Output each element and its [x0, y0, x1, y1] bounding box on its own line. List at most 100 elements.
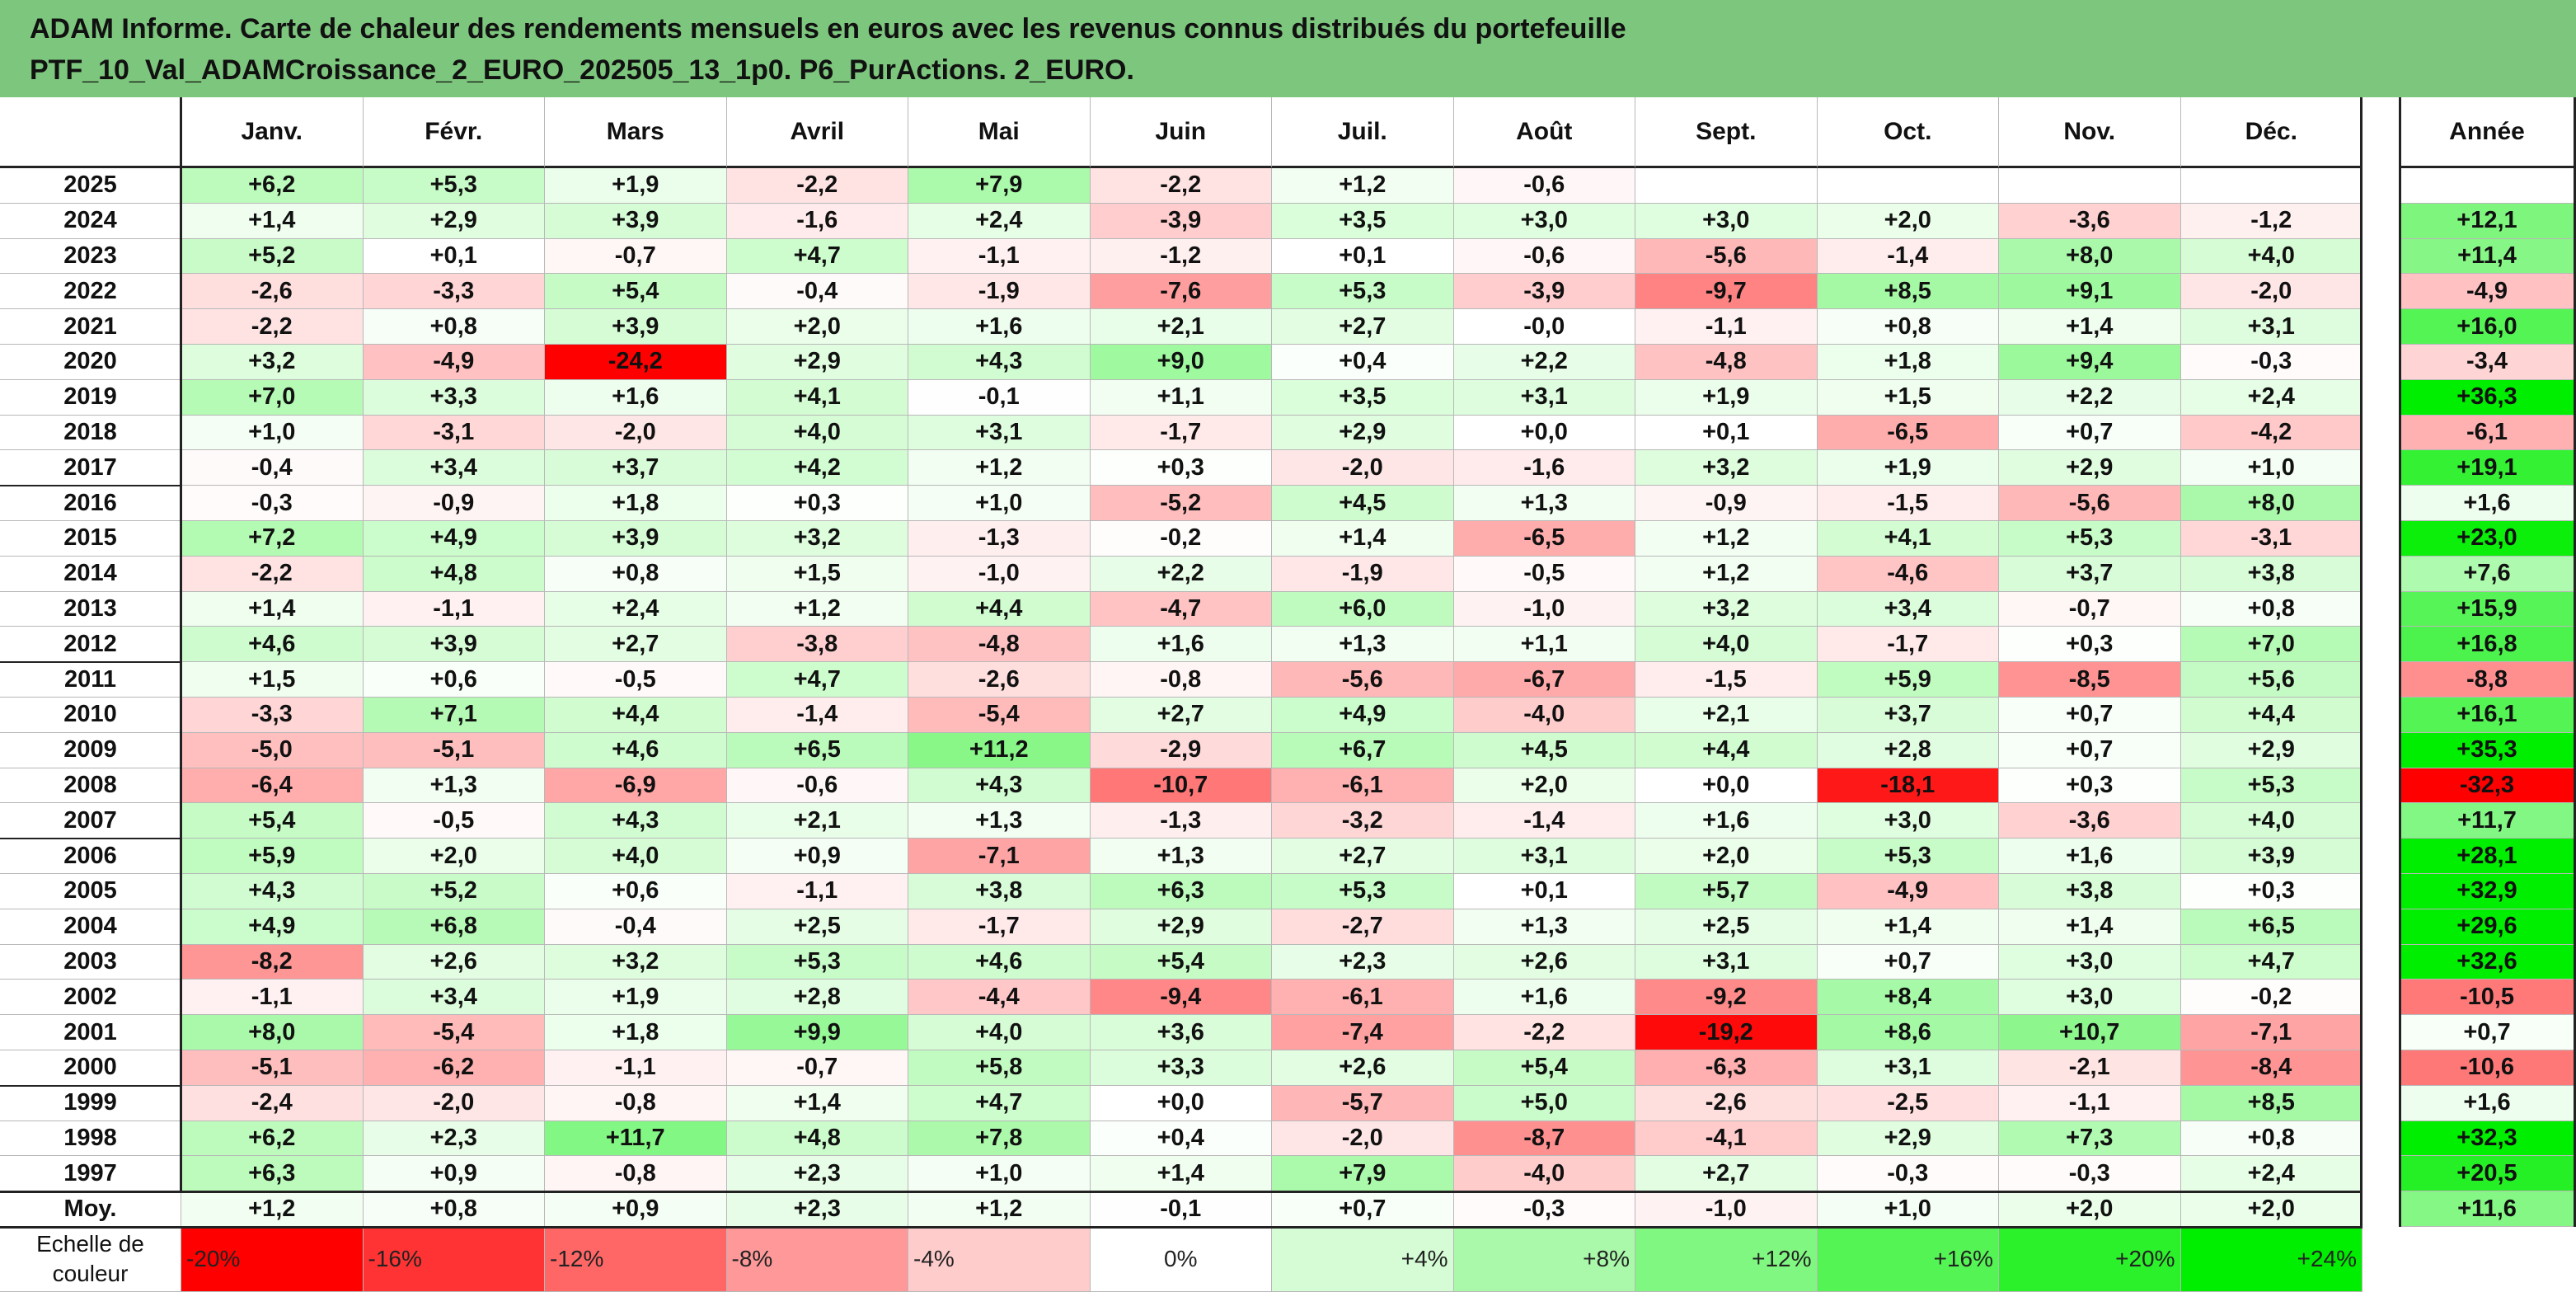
heatmap-cell: +4,7 — [726, 238, 908, 275]
annual-cell — [2399, 168, 2576, 204]
heatmap-cell: +2,9 — [1272, 415, 1454, 451]
heatmap-cell: -3,3 — [181, 698, 364, 733]
heatmap-cell: -6,1 — [1272, 768, 1454, 804]
heatmap-cell: +4,0 — [2180, 238, 2363, 275]
year-label: 2010 — [0, 698, 181, 733]
heatmap-cell: -0,5 — [363, 803, 545, 839]
month-header-8: Août — [1453, 97, 1635, 168]
heatmap-cell: +4,7 — [2180, 944, 2363, 980]
heatmap-cell: +0,7 — [1999, 415, 2181, 451]
heatmap-cell: +2,7 — [545, 627, 727, 663]
heatmap-cell: +3,7 — [1999, 556, 2181, 592]
year-label: 2012 — [0, 627, 181, 663]
heatmap-cell: +3,9 — [545, 521, 727, 557]
year-separator — [0, 485, 181, 487]
heatmap-cell: +0,9 — [726, 839, 908, 874]
heatmap-cell: +4,6 — [908, 944, 1091, 980]
heatmap-cell: +3,1 — [1635, 944, 1818, 980]
heatmap-cell: -7,1 — [908, 839, 1091, 874]
color-scale-swatch: -4% — [908, 1227, 1091, 1292]
heatmap-cell: +0,8 — [545, 556, 727, 592]
heatmap-cell: -2,1 — [1999, 1050, 2181, 1086]
heatmap-cell: -8,4 — [2180, 1050, 2363, 1086]
heatmap-cell: +1,1 — [1090, 379, 1272, 416]
heatmap-cell: -0,8 — [545, 1085, 727, 1121]
heatmap-cell: +3,4 — [363, 450, 545, 486]
heatmap-cell: -1,5 — [1635, 662, 1818, 698]
heatmap-cell: +8,0 — [181, 1015, 364, 1050]
heatmap-cell: -6,3 — [1635, 1050, 1818, 1086]
heatmap-cell: +5,3 — [726, 944, 908, 980]
heatmap-cell: +2,8 — [726, 980, 908, 1016]
annual-cell: +11,4 — [2399, 238, 2576, 275]
heatmap-cell: +1,6 — [1635, 803, 1818, 839]
heatmap-cell: +3,6 — [1090, 1015, 1272, 1050]
heatmap-cell: +1,6 — [545, 379, 727, 416]
heatmap-cell: -2,0 — [363, 1085, 545, 1121]
heatmap-cell: +3,4 — [1817, 591, 1999, 627]
heatmap-cell: +4,1 — [726, 379, 908, 416]
heatmap-cell: +1,1 — [1453, 627, 1635, 663]
heatmap-cell: -1,1 — [1635, 309, 1818, 345]
heatmap-cell: -8,2 — [181, 944, 364, 980]
heatmap-cell: +7,0 — [181, 379, 364, 416]
annual-cell: +32,9 — [2399, 874, 2576, 909]
heatmap-cell: +4,9 — [181, 909, 364, 945]
heatmap-cell: -3,6 — [1999, 803, 2181, 839]
year-label: 2001 — [0, 1015, 181, 1050]
annual-cell: -10,5 — [2399, 980, 2576, 1016]
average-cell: +2,0 — [2180, 1191, 2363, 1227]
heatmap-cell: -1,4 — [1817, 238, 1999, 275]
year-separator — [0, 661, 181, 664]
heatmap-cell: +1,4 — [1090, 1156, 1272, 1192]
heatmap-cell: -3,3 — [363, 274, 545, 310]
year-label: 2006 — [0, 839, 181, 874]
heatmap-cell: -9,4 — [1090, 980, 1272, 1016]
heatmap-cell: +9,0 — [1090, 345, 1272, 380]
heatmap-cell: +1,9 — [545, 168, 727, 204]
heatmap-cell: +0,0 — [1635, 768, 1818, 804]
annual-cell: +29,6 — [2399, 909, 2576, 945]
heatmap-cell: +1,0 — [2180, 450, 2363, 486]
heatmap-cell: +3,1 — [908, 415, 1091, 451]
heatmap-cell: -6,1 — [1272, 980, 1454, 1016]
heatmap-cell: -5,6 — [1272, 662, 1454, 698]
heatmap-cell: +4,9 — [363, 521, 545, 557]
heatmap-cell: +2,4 — [908, 203, 1091, 239]
heatmap-cell: -2,9 — [1090, 732, 1272, 768]
color-scale-swatch: +16% — [1817, 1227, 1999, 1292]
heatmap-cell: +2,0 — [1453, 768, 1635, 804]
heatmap-cell: +2,5 — [1635, 909, 1818, 945]
heatmap-cell: +7,3 — [1999, 1121, 2181, 1157]
heatmap-cell: +11,7 — [545, 1121, 727, 1157]
heatmap-cell: +6,2 — [181, 1121, 364, 1157]
heatmap-cell: +4,4 — [2180, 698, 2363, 733]
heatmap-cell: +1,4 — [1272, 521, 1454, 557]
heatmap-cell: +9,9 — [726, 1015, 908, 1050]
heatmap-cell: -2,2 — [726, 168, 908, 204]
heatmap-cell: +7,2 — [181, 521, 364, 557]
heatmap-cell: +1,0 — [181, 415, 364, 451]
heatmap-cell: +1,4 — [1999, 909, 2181, 945]
heatmap-cell: -19,2 — [1635, 1015, 1818, 1050]
heatmap-cell: -1,7 — [1090, 415, 1272, 451]
heatmap-cell: +2,0 — [363, 839, 545, 874]
annual-cell: -3,4 — [2399, 345, 2576, 380]
heatmap-cell: +4,3 — [908, 345, 1091, 380]
heatmap-cell: +4,0 — [726, 415, 908, 451]
heatmap-cell: -0,3 — [1999, 1156, 2181, 1192]
heatmap-cell: -1,7 — [1817, 627, 1999, 663]
heatmap-cell: +3,2 — [1635, 450, 1818, 486]
heatmap-cell: +1,6 — [1453, 980, 1635, 1016]
year-label: 2023 — [0, 238, 181, 275]
heatmap-cell: +8,5 — [2180, 1085, 2363, 1121]
heatmap-cell: +3,1 — [1453, 839, 1635, 874]
color-scale-swatch: -20% — [181, 1227, 364, 1292]
heatmap-cell: -1,0 — [908, 556, 1091, 592]
heatmap-cell: +0,4 — [1090, 1121, 1272, 1157]
annual-cell: +15,9 — [2399, 591, 2576, 627]
heatmap-cell: +4,7 — [726, 662, 908, 698]
heatmap-cell: -5,2 — [1090, 486, 1272, 521]
heatmap-cell: +2,2 — [1453, 345, 1635, 380]
year-label: 2013 — [0, 591, 181, 627]
